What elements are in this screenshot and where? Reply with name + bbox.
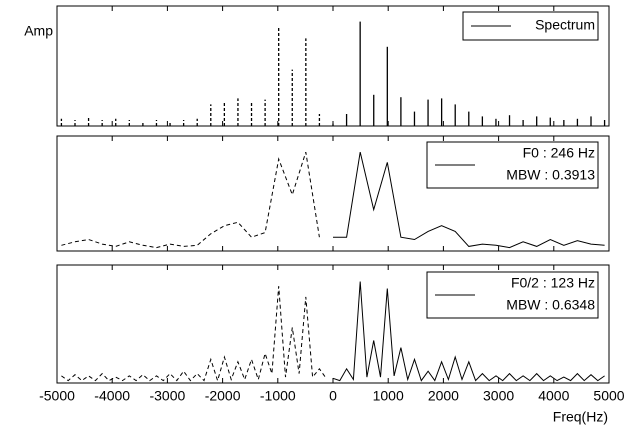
spectrum-line <box>61 286 327 383</box>
x-tick-label: 5000 <box>593 388 624 404</box>
x-tick-label: 3000 <box>483 388 514 404</box>
x-tick-label: -3000 <box>149 388 185 404</box>
x-tick-label: 0 <box>329 388 337 404</box>
x-tick-label: -4000 <box>94 388 130 404</box>
legend-label: F0/2 : 123 Hz <box>511 275 595 291</box>
legend-label: MBW : 0.3913 <box>506 167 595 183</box>
x-axis-label: Freq(Hz) <box>553 409 608 425</box>
x-tick-label: -5000 <box>39 388 75 404</box>
legend-box <box>426 141 599 189</box>
legend-label: Spectrum <box>535 17 595 33</box>
y-axis-label: Amp <box>24 23 53 39</box>
x-tick-label: -2000 <box>205 388 241 404</box>
x-tick-label: 1000 <box>373 388 404 404</box>
x-tick-label: 4000 <box>538 388 569 404</box>
spectrum-line <box>333 151 605 249</box>
legend-label: F0 : 246 Hz <box>523 145 595 161</box>
x-tick-label: -1000 <box>260 388 296 404</box>
legend-label: MBW : 0.6348 <box>506 297 595 313</box>
spectrum-line <box>61 151 320 249</box>
spectrum-line <box>332 281 605 382</box>
x-tick-label: 2000 <box>428 388 459 404</box>
